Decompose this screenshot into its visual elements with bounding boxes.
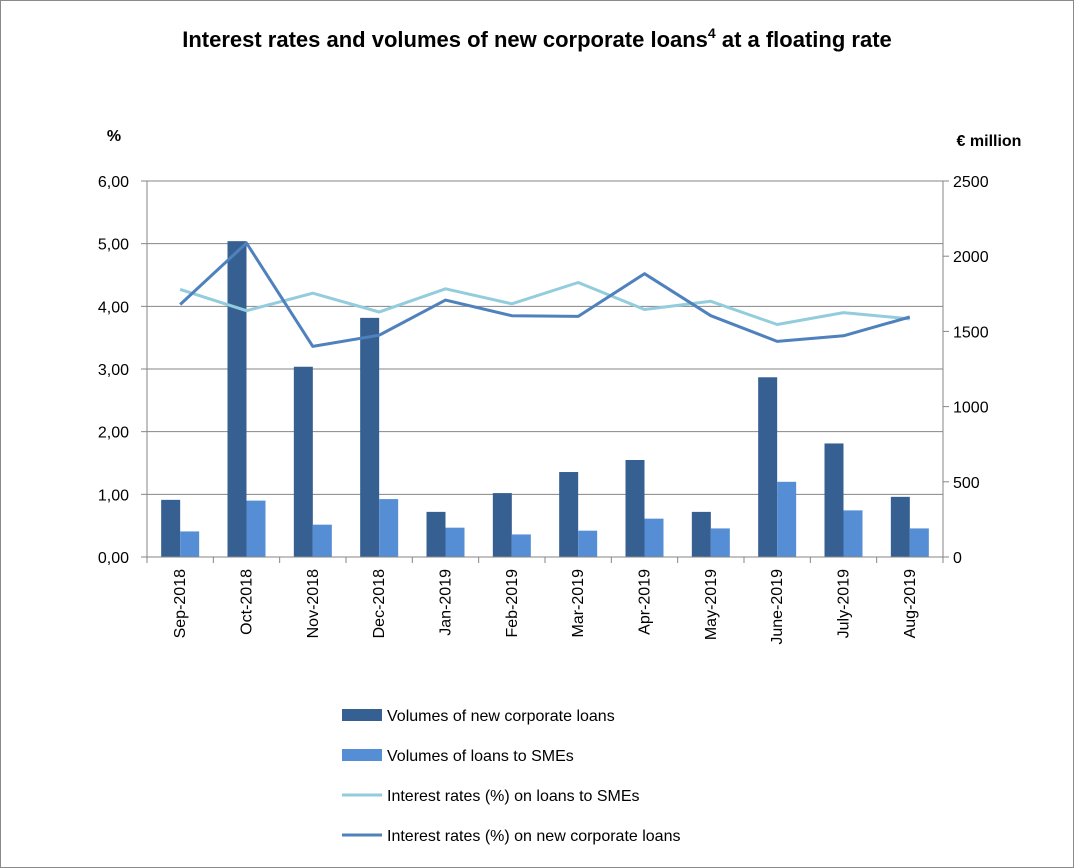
x-tick-label: May-2019 (703, 569, 720, 640)
legend-label: Volumes of loans to SMEs (387, 748, 574, 765)
bar-sme-volume (180, 531, 200, 557)
legend: Volumes of new corporate loans Volumes of… (342, 708, 680, 845)
bar-corporate-volume (824, 443, 844, 557)
left-tick-label: 0,00 (98, 550, 129, 567)
legend-swatch (342, 749, 382, 761)
chart-title-superscript: 4 (708, 25, 716, 41)
chart-title: Interest rates and volumes of new corpor… (182, 25, 892, 52)
left-axis-ticks: 0,00 1,00 2,00 3,00 4,00 5,00 6,00 (98, 174, 147, 567)
bar-corporate-volume (625, 459, 645, 557)
right-tick-label: 1500 (953, 324, 989, 341)
chart-title-rest: at a floating rate (716, 27, 892, 52)
x-tick-label: Jan-2019 (438, 569, 455, 636)
gridlines (147, 180, 943, 495)
x-tick-label: Sep-2018 (172, 569, 189, 638)
right-tick-label: 1000 (953, 400, 989, 417)
right-tick-label: 500 (953, 475, 980, 492)
line-corporate-rate (179, 241, 911, 348)
left-axis-unit: % (107, 128, 121, 145)
bars (161, 241, 929, 557)
bar-sme-volume (445, 527, 465, 557)
bar-corporate-volume (492, 493, 512, 557)
x-tick-label: June-2019 (769, 569, 786, 645)
x-tick-label: July-2019 (836, 569, 853, 638)
bar-sme-volume (843, 510, 863, 557)
bar-corporate-volume (426, 511, 446, 557)
legend-label: Interest rates (%) on new corporate loan… (387, 828, 680, 845)
left-tick-label: 3,00 (98, 362, 129, 379)
legend-label: Interest rates (%) on loans to SMEs (387, 788, 640, 805)
bar-sme-volume (909, 528, 929, 557)
x-axis-ticks: Sep-2018 Oct-2018 Nov-2018 Dec-2018 Jan-2019… (146, 557, 944, 645)
chart-title-main: Interest rates and volumes of new corpor… (182, 27, 708, 52)
bar-sme-volume (379, 499, 399, 557)
right-tick-label: 2500 (953, 174, 989, 191)
bar-corporate-volume (890, 496, 910, 557)
legend-label: Volumes of new corporate loans (387, 708, 615, 725)
bar-sme-volume (644, 518, 664, 557)
bar-corporate-volume (227, 241, 247, 557)
x-tick-label: Feb-2019 (504, 569, 521, 638)
x-tick-label: Dec-2018 (371, 569, 388, 638)
bar-corporate-volume (559, 472, 579, 557)
left-tick-label: 6,00 (98, 174, 129, 191)
legend-swatch (342, 709, 382, 721)
right-tick-label: 2000 (953, 249, 989, 266)
bar-sme-volume (511, 534, 531, 557)
right-axis-ticks: 0 500 1000 1500 2000 2500 (943, 174, 989, 567)
x-tick-label: Aug-2019 (902, 569, 919, 638)
x-tick-label: Apr-2019 (637, 569, 654, 635)
bar-corporate-volume (758, 377, 778, 557)
x-tick-label: Mar-2019 (570, 569, 587, 638)
x-tick-label: Oct-2018 (239, 569, 256, 635)
lines (179, 241, 911, 348)
left-tick-label: 4,00 (98, 299, 129, 316)
bar-sme-volume (710, 528, 730, 557)
right-axis-unit: € million (957, 133, 1022, 150)
bar-sme-volume (578, 530, 598, 557)
left-tick-label: 5,00 (98, 237, 129, 254)
right-tick-label: 0 (953, 550, 962, 567)
bar-corporate-volume (293, 366, 313, 557)
x-tick-label: Nov-2018 (305, 569, 322, 638)
bar-corporate-volume (161, 499, 181, 557)
bar-sme-volume (777, 481, 797, 557)
left-tick-label: 2,00 (98, 425, 129, 442)
left-tick-label: 1,00 (98, 487, 129, 504)
bar-corporate-volume (360, 317, 380, 557)
line-sme-rate (179, 281, 910, 326)
bar-corporate-volume (691, 511, 711, 557)
bar-sme-volume (312, 524, 332, 557)
bar-sme-volume (246, 500, 266, 557)
